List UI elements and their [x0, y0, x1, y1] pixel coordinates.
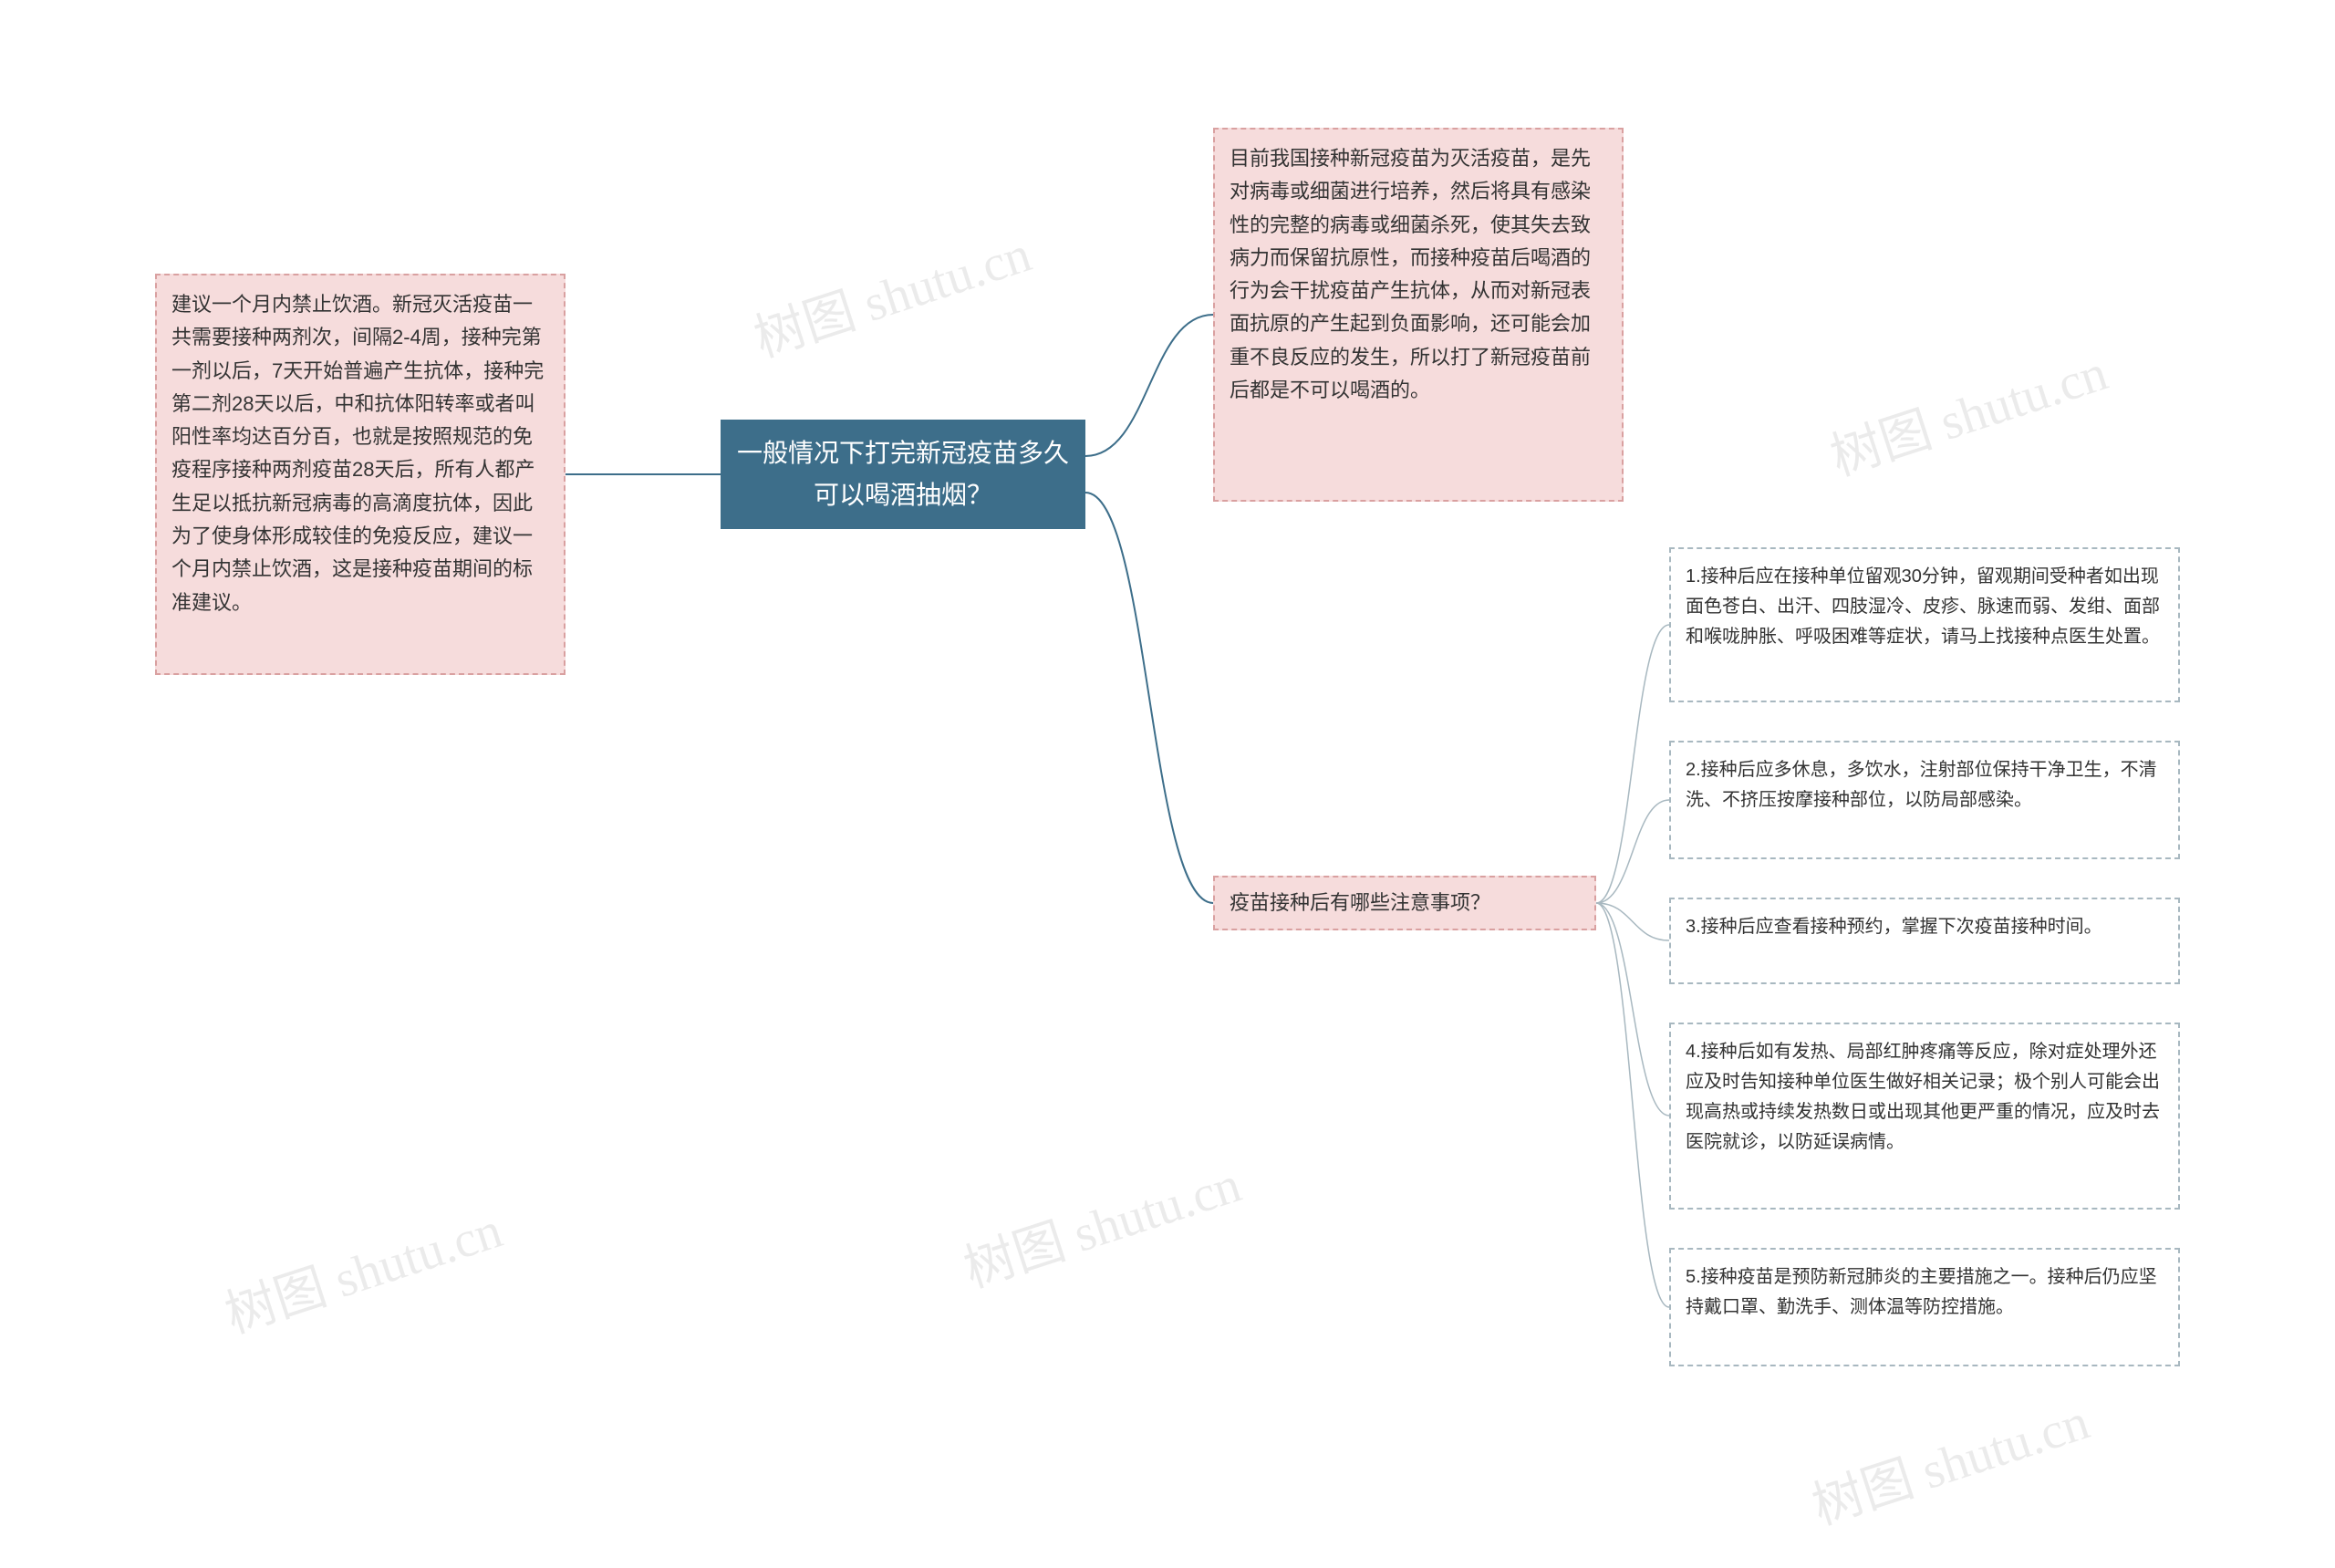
central-node: 一般情况下打完新冠疫苗多久可以喝酒抽烟？	[721, 420, 1085, 529]
connector	[1596, 800, 1669, 903]
connector	[1085, 493, 1213, 903]
right-mid-node: 疫苗接种后有哪些注意事项？	[1213, 876, 1596, 930]
leaf-node-3: 3.接种后应查看接种预约，掌握下次疫苗接种时间。	[1669, 898, 2180, 984]
connector	[1596, 903, 1669, 1307]
watermark: 树图 shutu.cn	[1801, 1380, 2097, 1539]
watermark: 树图 shutu.cn	[743, 213, 1039, 371]
connector	[1596, 903, 1669, 1116]
left-branch-node: 建议一个月内禁止饮酒。新冠灭活疫苗一共需要接种两剂次，间隔2-4周，接种完第一剂…	[155, 274, 566, 675]
watermark: 树图 shutu.cn	[214, 1189, 510, 1347]
leaf-node-1: 1.接种后应在接种单位留观30分钟，留观期间受种者如出现面色苍白、出汗、四肢湿冷…	[1669, 547, 2180, 702]
watermark: 树图 shutu.cn	[953, 1143, 1249, 1302]
leaf-node-4: 4.接种后如有发热、局部红肿疼痛等反应，除对症处理外还应及时告知接种单位医生做好…	[1669, 1023, 2180, 1210]
watermark: 树图 shutu.cn	[1820, 331, 2115, 490]
leaf-node-5: 5.接种疫苗是预防新冠肺炎的主要措施之一。接种后仍应坚持戴口罩、勤洗手、测体温等…	[1669, 1248, 2180, 1366]
connector	[1596, 625, 1669, 903]
right-top-node: 目前我国接种新冠疫苗为灭活疫苗，是先对病毒或细菌进行培养，然后将具有感染性的完整…	[1213, 128, 1624, 502]
connector	[1596, 903, 1669, 940]
leaf-node-2: 2.接种后应多休息，多饮水，注射部位保持干净卫生，不清洗、不挤压按摩接种部位，以…	[1669, 741, 2180, 859]
connector	[1085, 315, 1213, 456]
